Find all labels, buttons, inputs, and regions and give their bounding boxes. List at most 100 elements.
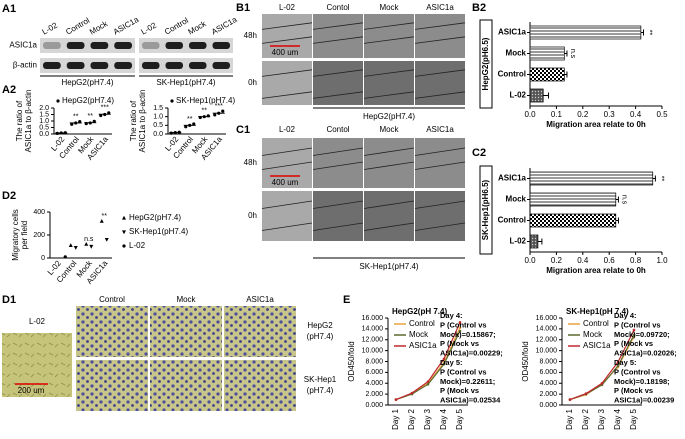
wound-edge [414, 91, 466, 99]
annotation: Mock)=0.18198; [614, 377, 670, 386]
column-label: Mock [379, 125, 399, 134]
wound-edge [363, 69, 415, 77]
group-label: HepG2(pH7.4) [363, 112, 415, 121]
wound-edge [363, 36, 415, 44]
x-tick-label: 0.2 [577, 110, 589, 119]
chart-title: SK-Hep1(pH 7.4) [566, 307, 629, 316]
x-tick-label: 0.0 [524, 110, 536, 119]
data-point [600, 381, 604, 385]
wound-edge [261, 22, 313, 30]
lane-label: Control [64, 16, 91, 37]
y-tick-label: 0.5 [153, 122, 163, 129]
wound-edge [363, 91, 415, 99]
legend-label: Control [583, 319, 609, 328]
wound-edge [414, 222, 466, 231]
bar [529, 46, 565, 61]
panel-label: C1 [236, 124, 250, 136]
micrograph [262, 191, 312, 241]
annotation: Day 5: [440, 358, 463, 367]
annotation: Mock)=0.22611; [440, 377, 495, 386]
micrograph [364, 191, 414, 241]
y-tick-label: 2.000 [365, 391, 383, 398]
y-tick-label: L-02 [510, 91, 527, 100]
x-tick-label: Day 5 [455, 408, 464, 429]
micrograph [364, 61, 414, 105]
band [90, 42, 109, 49]
legend-label: Mock [583, 330, 603, 339]
row-label: (pH7.4) [307, 332, 334, 341]
data-point [394, 398, 398, 401]
legend-marker [122, 244, 126, 248]
significance: n.s [621, 195, 628, 205]
y-tick-label: 12.000 [536, 337, 558, 344]
band [114, 42, 132, 49]
lane-label: Mock [88, 19, 110, 37]
bar [529, 88, 544, 103]
annotation: Day 5: [614, 358, 637, 367]
x-tick-label: 0.0 [524, 256, 536, 265]
annotation: P (Control vs [440, 367, 487, 376]
bar [529, 67, 565, 82]
x-tick-label: 0.8 [630, 256, 642, 265]
data-point [584, 392, 588, 395]
wound-edge [261, 69, 313, 77]
lane-label: ASIC1a [112, 15, 141, 37]
band [189, 42, 207, 49]
micrograph [262, 14, 312, 58]
column-label: L-02 [279, 125, 296, 134]
data-point [99, 113, 103, 118]
wound-edge [363, 161, 415, 170]
lane-label: Mock [187, 19, 209, 37]
annotation: P (Mock vs [440, 339, 479, 348]
wound-edge [312, 69, 364, 77]
x-tick-label: Day 2 [581, 408, 590, 429]
data-point [616, 364, 620, 368]
data-point [99, 219, 104, 223]
wound-edge [312, 91, 364, 99]
micrograph [76, 306, 148, 357]
y-axis-label: OD450/fold [347, 341, 356, 381]
wound-edge [414, 22, 466, 30]
wound-edge [261, 147, 313, 156]
data-point [192, 122, 196, 126]
annotation: P (Control vs [614, 320, 661, 329]
y-tick-label: 0.5 [39, 124, 49, 131]
legend-label: Mock [409, 330, 429, 339]
y-tick-label: 4.000 [365, 380, 383, 387]
x-tick-label: 0.2 [551, 256, 563, 265]
wound-edge [261, 91, 313, 99]
data-point [616, 360, 620, 364]
column-label: ASIC1a [426, 3, 454, 12]
scale-label: 400 um [272, 48, 299, 57]
annotation: Mock)=0.09720; [614, 330, 670, 339]
legend-label: SK-Hep1(pH7.4) [129, 227, 188, 236]
row-label: ASIC1a [9, 41, 37, 50]
bar [529, 171, 654, 186]
data-point [442, 362, 446, 366]
x-tick-label: 0.3 [604, 110, 616, 119]
wound-edge [312, 222, 364, 231]
x-axis-label: Migration area relate to 0h [546, 120, 646, 129]
wound-edge [261, 222, 313, 231]
significance: n.s [84, 236, 94, 243]
x-tick-label: 0.4 [577, 256, 589, 265]
wound-edge [312, 36, 364, 44]
x-axis-label: Migration area relate to 0h [546, 266, 646, 275]
bar [529, 25, 642, 40]
y-axis-label: The ratio of [15, 100, 24, 141]
y-tick-label: Control [498, 70, 526, 79]
wound-edge [414, 69, 466, 77]
lane-label: Control [163, 16, 190, 37]
data-point [107, 111, 111, 115]
chart-title: HepG2(pH 7.4) [392, 307, 447, 316]
y-tick-label: Mock [506, 195, 527, 204]
band [66, 42, 85, 49]
x-tick-label: 1.0 [656, 256, 668, 265]
data-point [568, 398, 572, 401]
y-axis-label: Migratory cells [11, 209, 20, 261]
wound-edge [312, 200, 364, 209]
micrograph [224, 360, 296, 411]
y-tick-label: 14.000 [536, 326, 558, 333]
band [66, 62, 85, 69]
panel-label: D2 [2, 190, 16, 202]
